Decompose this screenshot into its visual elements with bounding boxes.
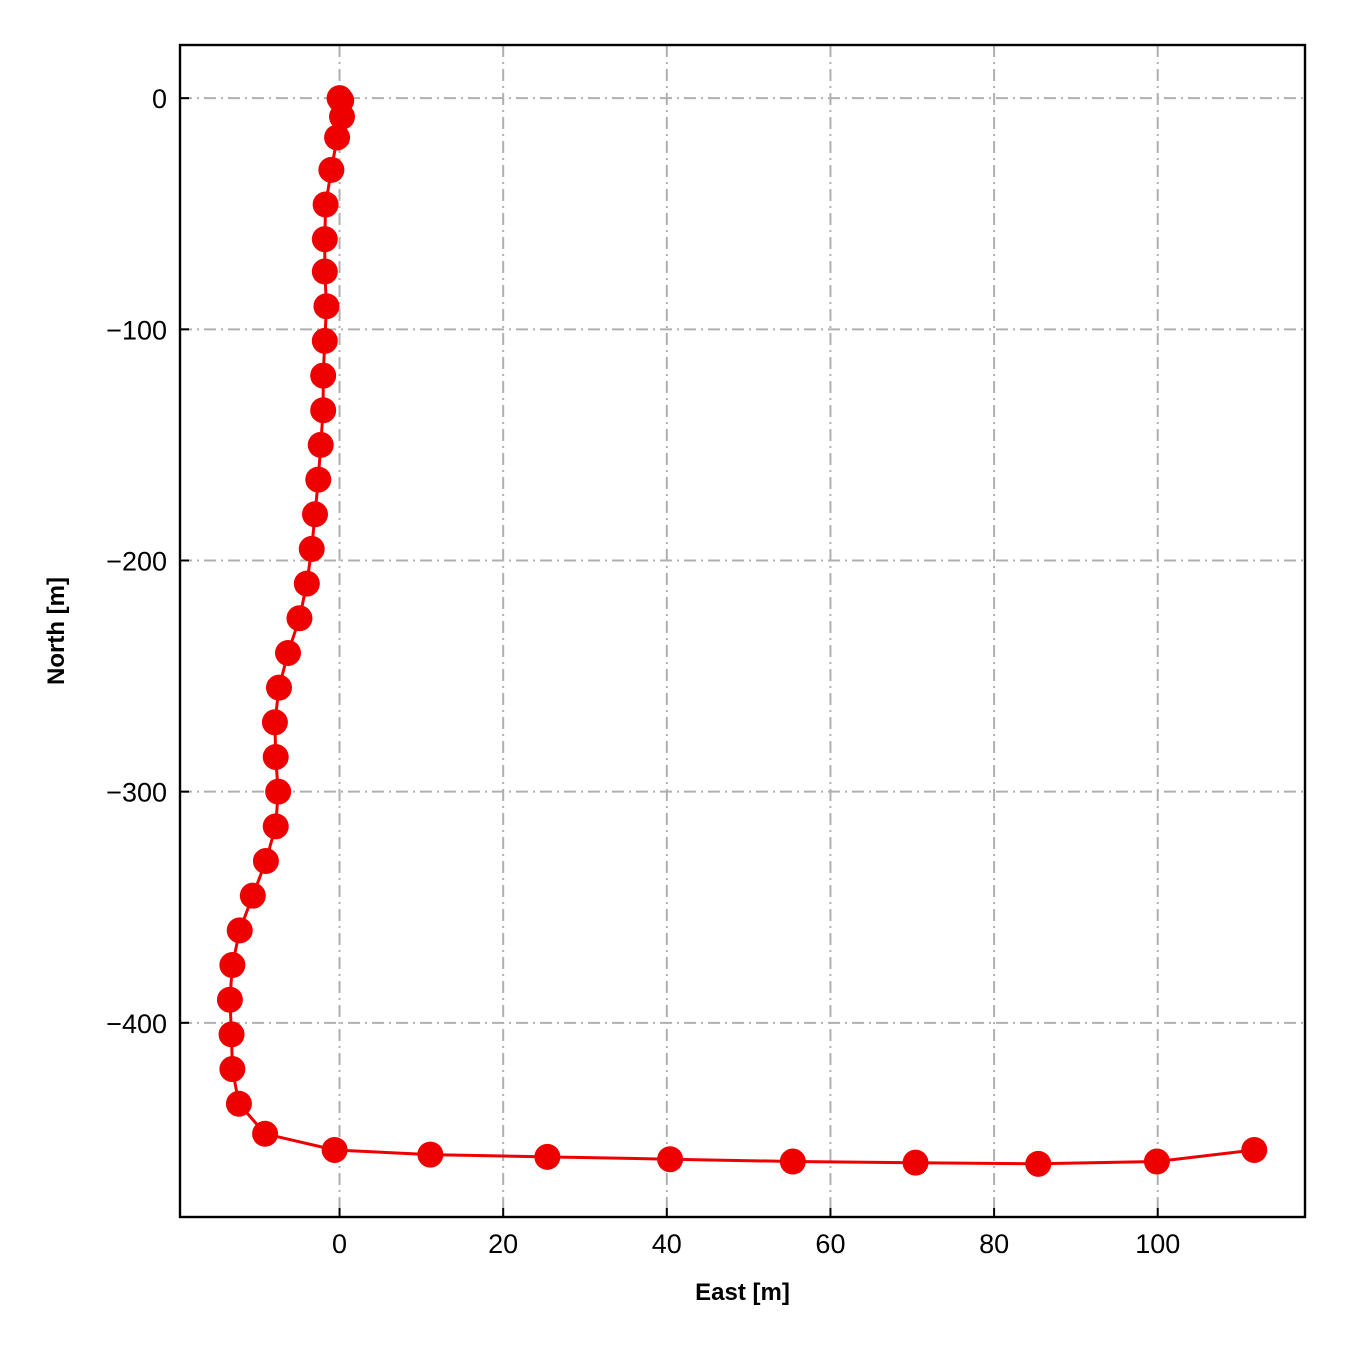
data-point [261, 709, 288, 736]
data-point [1025, 1150, 1052, 1177]
data-point [657, 1146, 684, 1173]
data-point [286, 605, 313, 632]
data-point [239, 882, 266, 909]
data-point [219, 952, 246, 979]
y-axis-title: North [m] [43, 577, 70, 685]
y-tick-label: −200 [106, 546, 167, 576]
x-axis-title: East [m] [695, 1279, 790, 1306]
data-point [313, 293, 340, 320]
data-point [324, 124, 351, 151]
x-tick-label: 80 [979, 1229, 1009, 1259]
plot-frame [178, 43, 1307, 1219]
data-point [417, 1141, 444, 1168]
data-point [1241, 1136, 1268, 1163]
data-point [262, 813, 289, 840]
y-tick-label: 0 [152, 84, 167, 114]
data-point [275, 639, 301, 666]
data-point [318, 156, 345, 183]
data-point [310, 362, 337, 389]
grid [180, 45, 1305, 1217]
data-point [311, 327, 338, 354]
ticks: 0 20 40 60 80 100 0 −100 −200 −300 −400 [106, 84, 1180, 1259]
data-point [252, 1120, 279, 1147]
data-point [266, 674, 292, 701]
x-tick-label: 0 [332, 1229, 347, 1259]
data-point [311, 226, 338, 253]
data-point [329, 103, 355, 130]
data-point [265, 778, 292, 805]
series [216, 85, 1268, 1177]
x-tick-label: 100 [1135, 1229, 1180, 1259]
data-point [218, 1021, 245, 1048]
data-point [225, 1090, 252, 1117]
data-point [534, 1143, 561, 1170]
data-point [779, 1148, 806, 1175]
data-point [321, 1136, 348, 1163]
data-point [226, 917, 253, 944]
series-line [228, 97, 1255, 1166]
data-point [305, 466, 332, 493]
data-point [302, 501, 328, 528]
data-point [310, 397, 337, 424]
data-point [311, 258, 338, 285]
y-tick-label: −100 [106, 315, 167, 345]
data-point [252, 848, 279, 875]
x-tick-label: 40 [652, 1229, 682, 1259]
data-point [262, 743, 289, 770]
data-point [216, 986, 243, 1013]
x-tick-label: 20 [488, 1229, 518, 1259]
data-point [312, 191, 339, 218]
data-point [1143, 1148, 1170, 1175]
x-tick-label: 60 [815, 1229, 845, 1259]
data-point [298, 535, 325, 562]
data-point [307, 431, 334, 458]
y-tick-label: −400 [106, 1009, 167, 1039]
data-point [219, 1056, 246, 1083]
data-point [902, 1149, 929, 1176]
data-point [293, 570, 320, 597]
y-tick-label: −300 [106, 778, 167, 808]
